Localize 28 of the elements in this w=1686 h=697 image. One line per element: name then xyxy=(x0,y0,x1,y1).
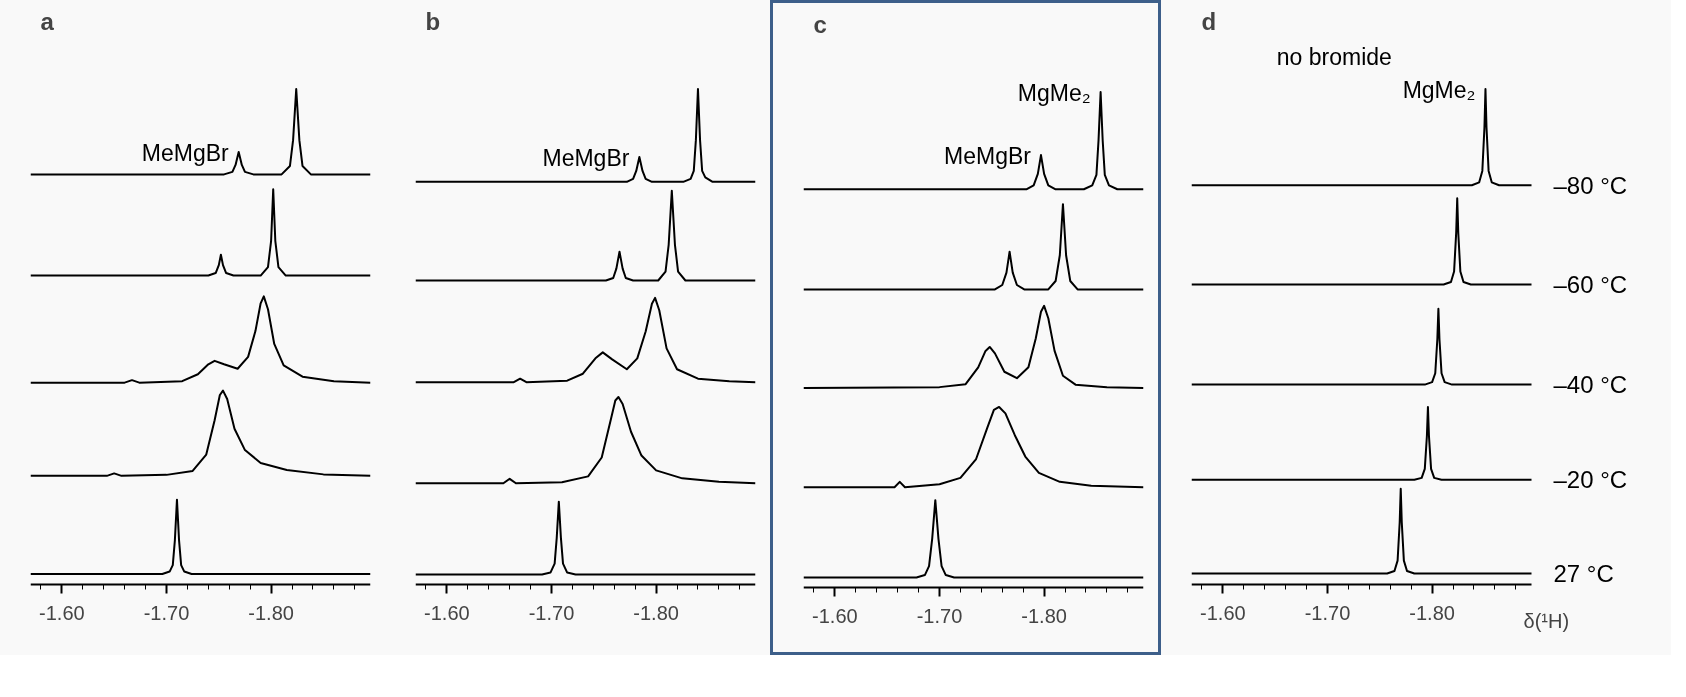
chart-subtitle: no bromide xyxy=(1276,43,1392,70)
series-label: –40 °C xyxy=(1553,371,1628,399)
x-tick-label: -1.60 xyxy=(812,604,858,627)
x-tick-label: -1.60 xyxy=(39,601,85,624)
annotation: MgMe₂ xyxy=(1402,77,1476,104)
x-tick-label: -1.70 xyxy=(916,604,963,627)
x-tick-label: -1.70 xyxy=(1304,601,1351,624)
x-tick-label: -1.60 xyxy=(424,601,470,624)
annotation: MeMgBr xyxy=(542,145,630,172)
x-tick-label: -1.80 xyxy=(1021,604,1067,627)
x-tick-label: -1.80 xyxy=(633,601,679,624)
series-label: –60 °C xyxy=(1553,270,1628,298)
annotation: MeMgBr xyxy=(944,143,1032,170)
series-label: –20 °C xyxy=(1553,466,1628,494)
chart-title: c xyxy=(813,10,827,38)
series-label: –80 °C xyxy=(1553,171,1628,199)
chart-title: a xyxy=(40,7,55,35)
x-tick-label: -1.60 xyxy=(1200,601,1246,624)
x-tick-label: -1.70 xyxy=(143,601,190,624)
series-label: 27 °C xyxy=(1553,560,1614,588)
x-axis-title: δ(¹H) xyxy=(1523,609,1570,632)
annotation: MeMgBr xyxy=(141,140,230,167)
x-tick-label: -1.70 xyxy=(528,601,575,624)
annotation: MgMe₂ xyxy=(1017,80,1091,107)
chart-title: d xyxy=(1201,7,1217,35)
x-tick-label: -1.80 xyxy=(248,601,294,624)
chart-title: b xyxy=(425,7,441,35)
x-tick-label: -1.80 xyxy=(1409,601,1455,624)
